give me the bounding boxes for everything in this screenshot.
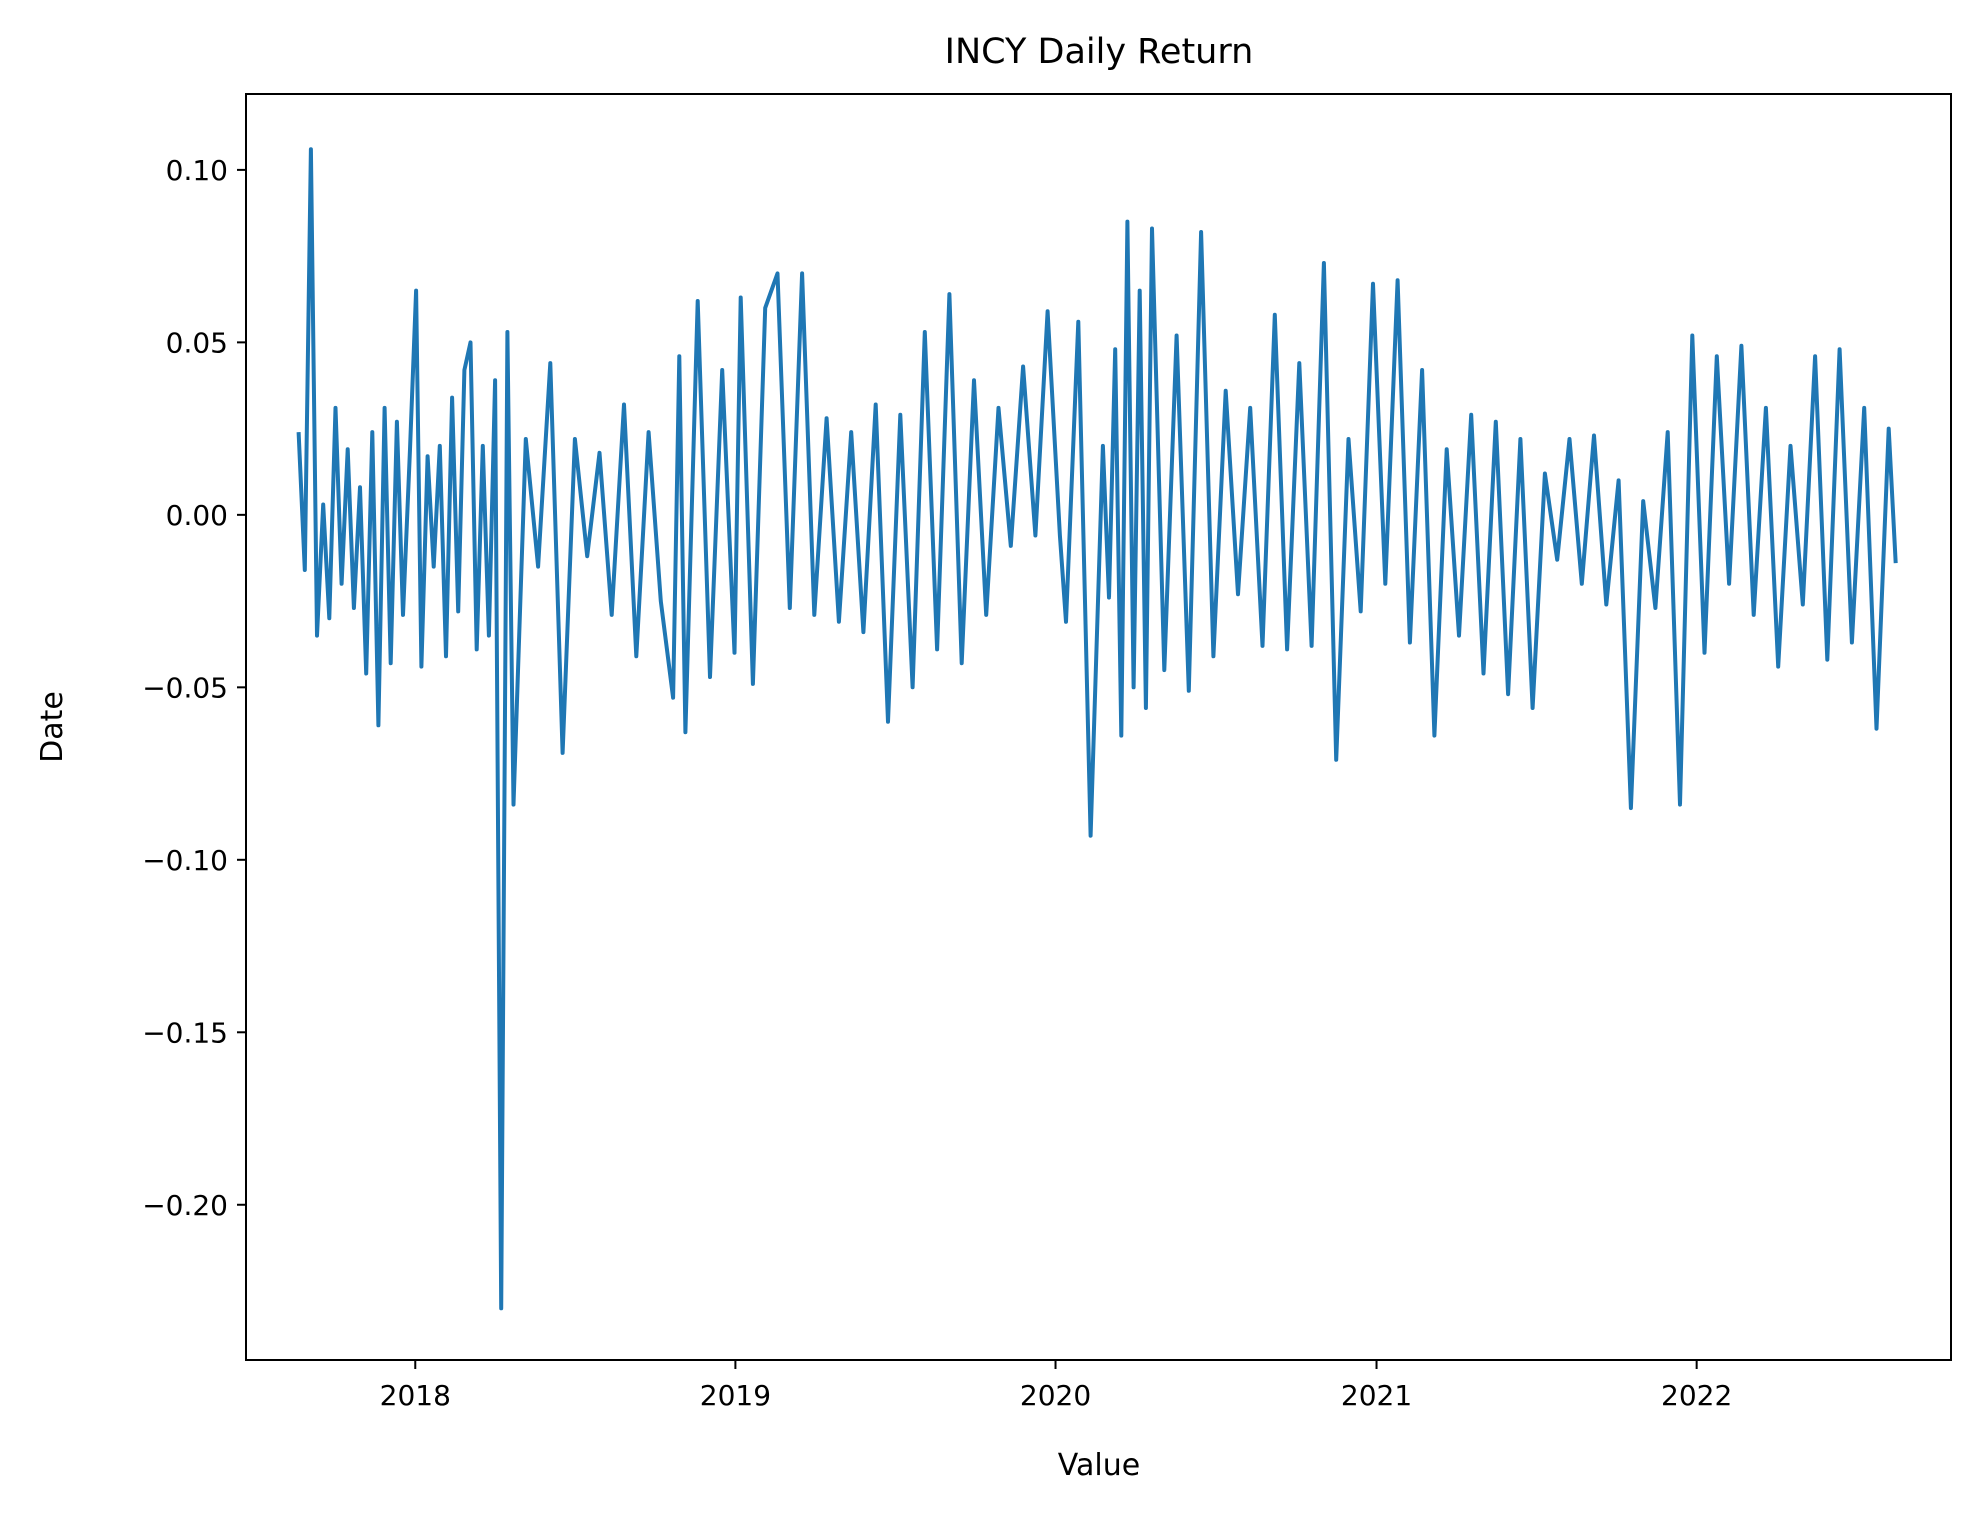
y-tick-label: −0.10 [142, 844, 228, 877]
x-tick-label: 2020 [1020, 1379, 1091, 1412]
y-tick-label: 0.10 [166, 154, 228, 187]
series-line-0 [296, 147, 1898, 1311]
plot-area [296, 147, 1898, 1311]
y-tick-label: 0.00 [166, 499, 228, 532]
y-tick-label: −0.15 [142, 1016, 228, 1049]
y-tick-label: −0.20 [142, 1189, 228, 1222]
x-tick-label: 2018 [380, 1379, 451, 1412]
y-tick-label: 0.05 [166, 326, 228, 359]
x-tick-label: 2021 [1341, 1379, 1412, 1412]
y-axis: 0.10 0.05 0.00 −0.05 −0.10 −0.15 −0.20 [142, 154, 246, 1222]
y-tick-label: −0.05 [142, 671, 228, 704]
chart-title: INCY Daily Return [945, 32, 1254, 72]
y-axis-label: Date [35, 691, 70, 763]
x-tick-label: 2019 [700, 1379, 771, 1412]
x-tick-label: 2022 [1661, 1379, 1732, 1412]
x-axis: 2018 2019 2020 2021 2022 [380, 1360, 1732, 1412]
x-axis-label: Value [1058, 1448, 1140, 1483]
axes-frame [245, 93, 1952, 1361]
